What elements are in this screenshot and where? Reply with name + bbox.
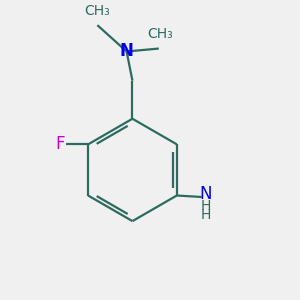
Text: N: N — [200, 185, 212, 203]
Text: H: H — [201, 199, 211, 213]
Text: CH₃: CH₃ — [147, 27, 173, 41]
Text: N: N — [120, 43, 134, 61]
Text: CH₃: CH₃ — [85, 4, 110, 18]
Text: H: H — [201, 208, 211, 221]
Text: F: F — [56, 135, 65, 153]
